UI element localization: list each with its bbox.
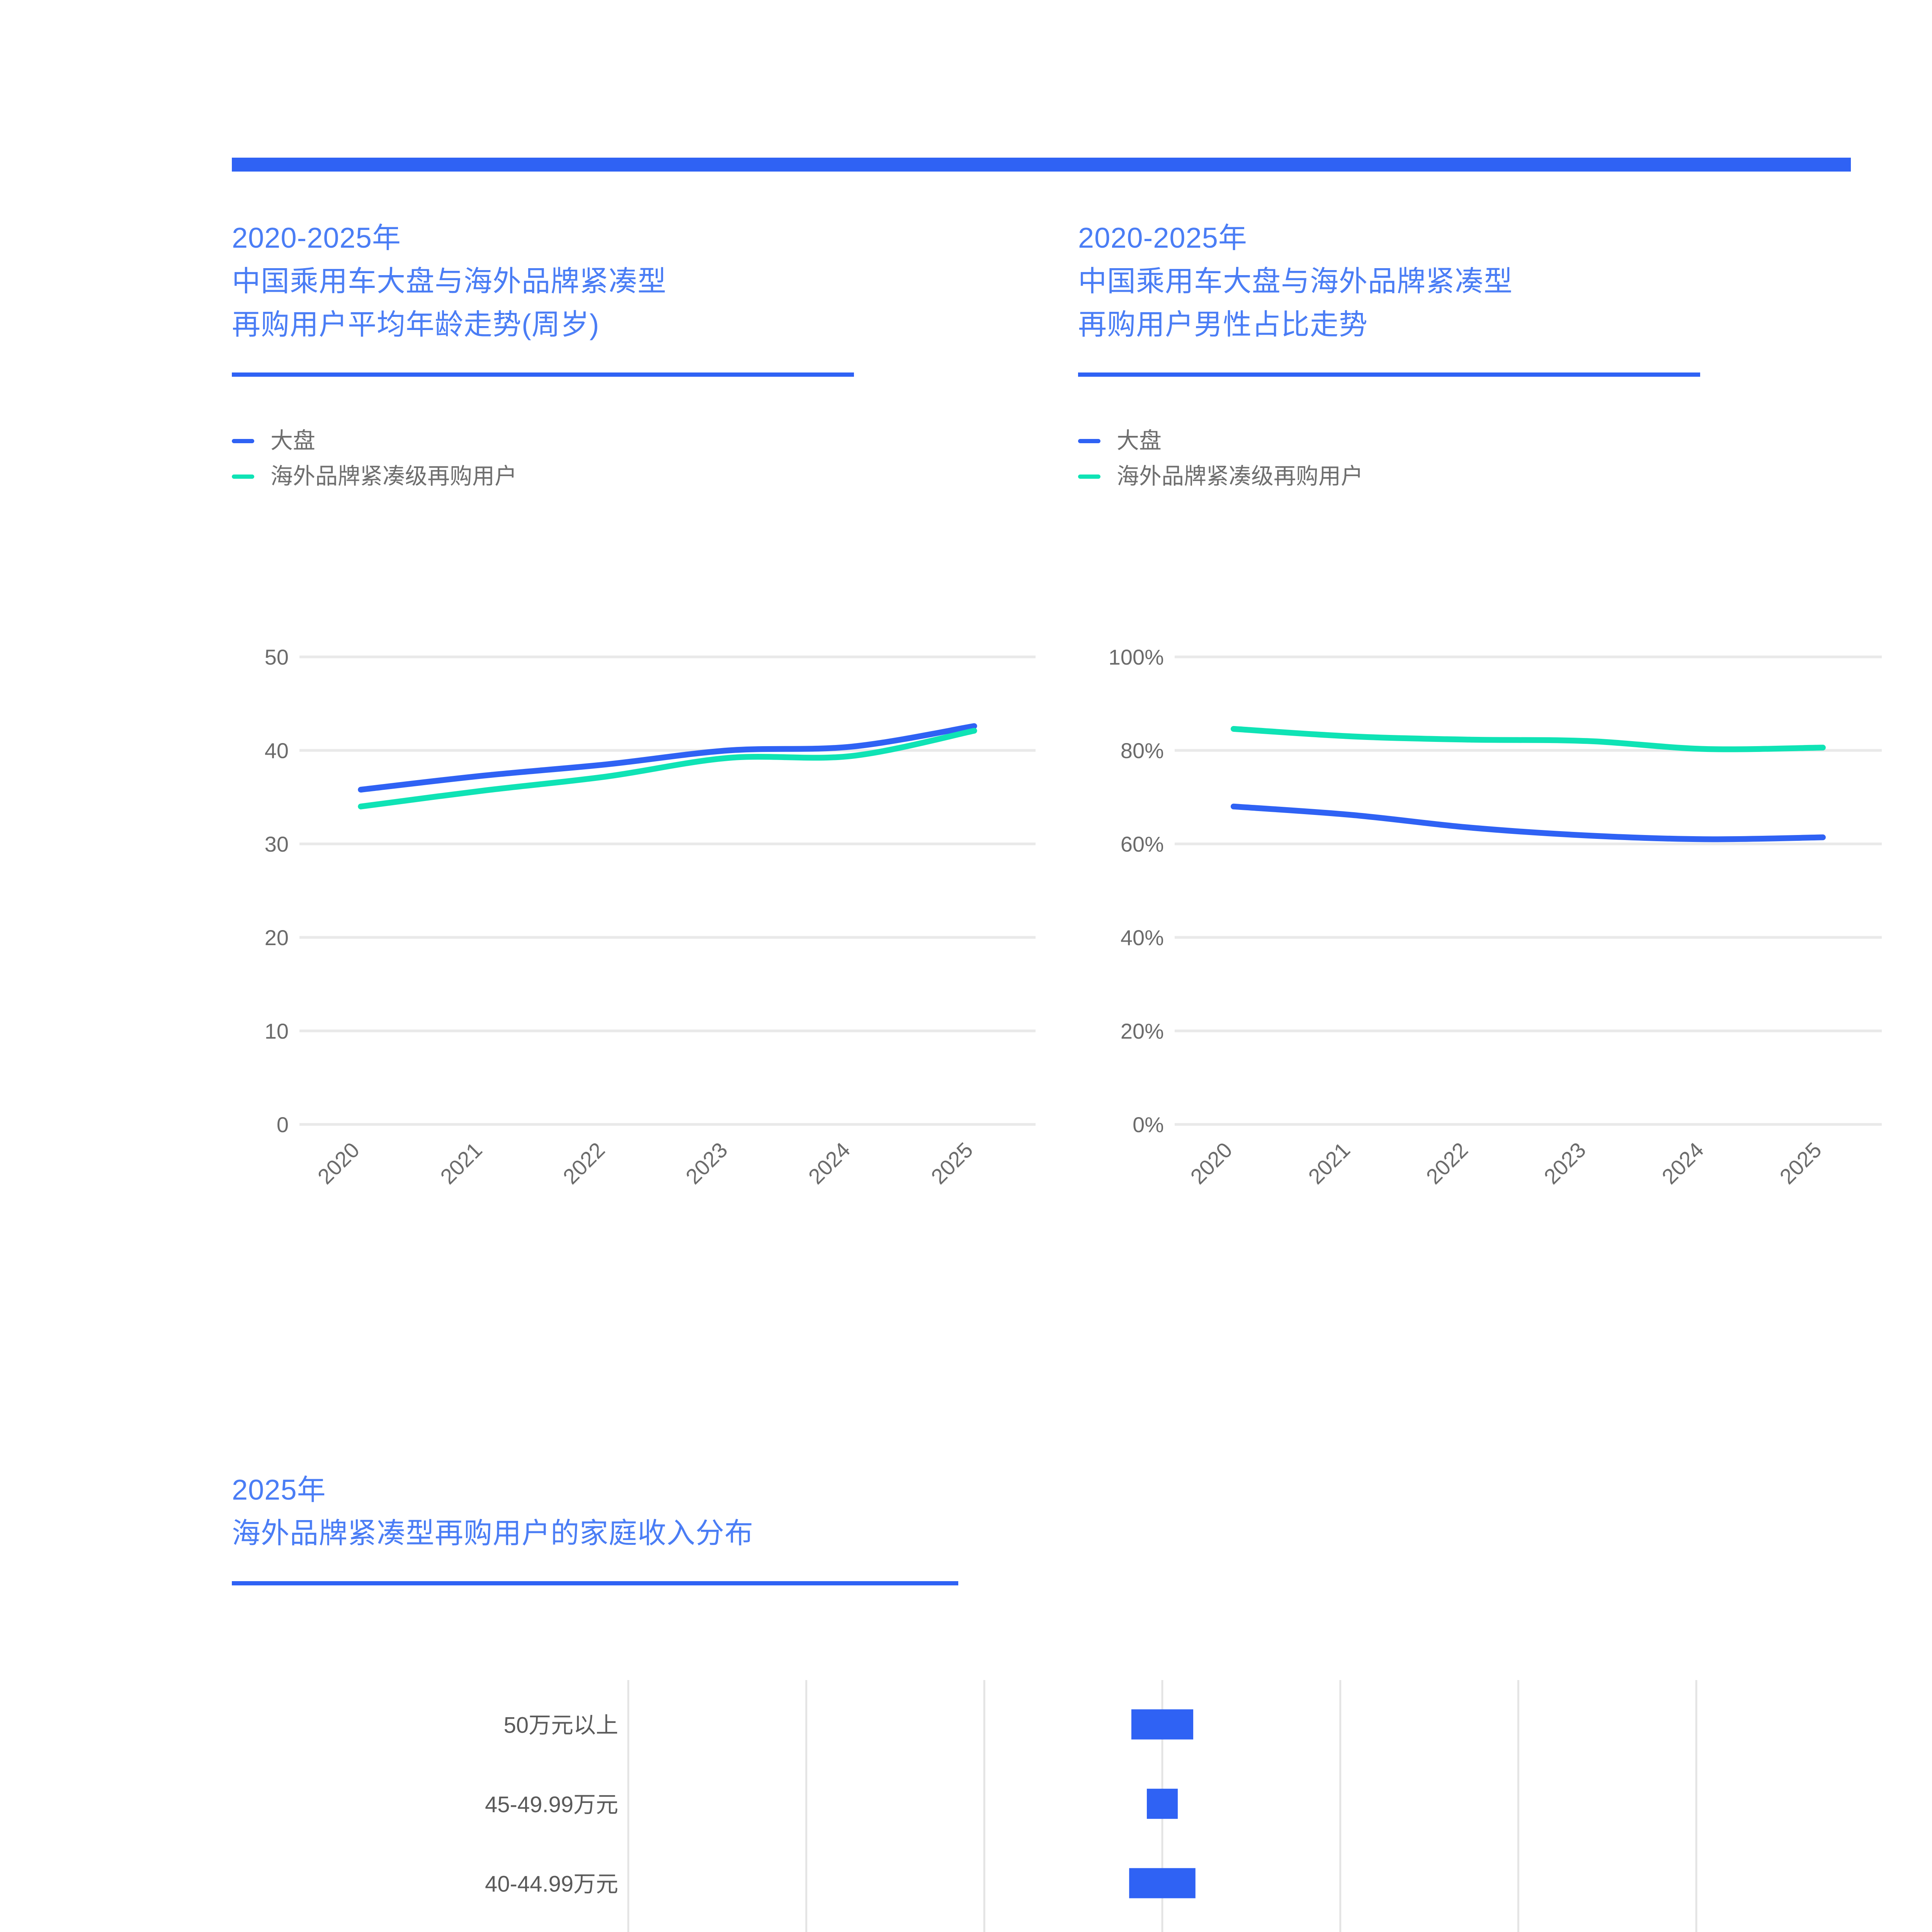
svg-text:2020: 2020 [313, 1138, 364, 1189]
legend: 大盘 海外品牌紧凑级再购用户 [232, 423, 1039, 494]
legend: 大盘 海外品牌紧凑级再购用户 [1078, 423, 1886, 494]
svg-text:50: 50 [265, 645, 289, 669]
svg-text:20: 20 [265, 925, 289, 950]
svg-text:2023: 2023 [681, 1138, 732, 1189]
svg-text:0: 0 [277, 1112, 289, 1137]
panel-underline [232, 372, 854, 377]
legend-item-daipan: 大盘 [1078, 423, 1886, 459]
svg-text:2025: 2025 [926, 1138, 978, 1189]
line-chart-avg-age: 0 10 20 30 40 50 2020 2021 2022 2023 2024 2025 [232, 645, 1039, 1283]
svg-text:40-44.99万元: 40-44.99万元 [485, 1872, 618, 1897]
panel-underline [232, 1581, 958, 1585]
panel-title-line1: 2020-2025年 [1078, 222, 1247, 254]
line-chart-male-share: 0% 20% 40% 60% 80% 100% 2020 2021 2022 2023 2024 20… [1078, 645, 1886, 1283]
legend-swatch-icon [232, 439, 254, 443]
legend-swatch-icon [232, 474, 254, 479]
panel-title-line3: 再购用户男性占比走势 [1078, 308, 1368, 340]
panel-title-line2: 中国乘用车大盘与海外品牌紧凑型 [1078, 265, 1513, 297]
svg-text:20%: 20% [1121, 1019, 1164, 1043]
panel-title-line2: 海外品牌紧凑型再购用户的家庭收入分布 [232, 1517, 753, 1549]
top-accent-rule [232, 158, 1851, 172]
panel-title-line2: 中国乘用车大盘与海外品牌紧凑型 [232, 265, 667, 297]
svg-text:80%: 80% [1121, 738, 1164, 763]
legend-item-overseas: 海外品牌紧凑级再购用户 [1078, 459, 1886, 494]
panel-male-share: 2020-2025年 中国乘用车大盘与海外品牌紧凑型 再购用户男性占比走势 大盘… [1078, 216, 1886, 494]
legend-item-overseas: 海外品牌紧凑级再购用户 [232, 459, 1039, 494]
panel-title-line3: 再购用户平均年龄走势(周岁) [232, 308, 600, 340]
svg-text:2022: 2022 [558, 1138, 610, 1189]
svg-text:2023: 2023 [1539, 1138, 1590, 1189]
legend-label: 海外品牌紧凑级再购用户 [270, 464, 517, 489]
svg-text:2021: 2021 [1303, 1138, 1355, 1189]
svg-text:50万元以上: 50万元以上 [503, 1713, 618, 1738]
svg-text:2020: 2020 [1185, 1138, 1237, 1189]
legend-item-daipan: 大盘 [232, 423, 1039, 459]
bar-chart-income-distribution: 50万元以上45-49.99万元40-44.99万元35-39.99万元30-3… [232, 1677, 1855, 1932]
panel-income-distribution: 2025年 海外品牌紧凑型再购用户的家庭收入分布 [232, 1468, 1082, 1585]
legend-swatch-icon [1078, 439, 1100, 443]
svg-text:40%: 40% [1121, 925, 1164, 950]
svg-text:30: 30 [265, 832, 289, 856]
panel-avg-age: 2020-2025年 中国乘用车大盘与海外品牌紧凑型 再购用户平均年龄走势(周岁… [232, 216, 1039, 494]
panel-underline [1078, 372, 1700, 377]
panel-title-line1: 2025年 [232, 1474, 326, 1506]
svg-text:2024: 2024 [804, 1138, 855, 1189]
svg-text:2022: 2022 [1421, 1138, 1473, 1189]
svg-text:2025: 2025 [1775, 1138, 1826, 1189]
legend-swatch-icon [1078, 474, 1100, 479]
svg-text:2024: 2024 [1657, 1138, 1708, 1189]
legend-label: 海外品牌紧凑级再购用户 [1117, 464, 1364, 489]
legend-label: 大盘 [270, 428, 316, 453]
svg-text:2021: 2021 [435, 1138, 487, 1189]
svg-text:45-49.99万元: 45-49.99万元 [485, 1792, 618, 1817]
svg-text:100%: 100% [1109, 645, 1164, 669]
legend-label: 大盘 [1117, 428, 1162, 453]
svg-text:60%: 60% [1121, 832, 1164, 856]
svg-text:10: 10 [265, 1019, 289, 1043]
panel-title-line1: 2020-2025年 [232, 222, 401, 254]
svg-text:0%: 0% [1133, 1112, 1164, 1137]
svg-text:40: 40 [265, 738, 289, 763]
